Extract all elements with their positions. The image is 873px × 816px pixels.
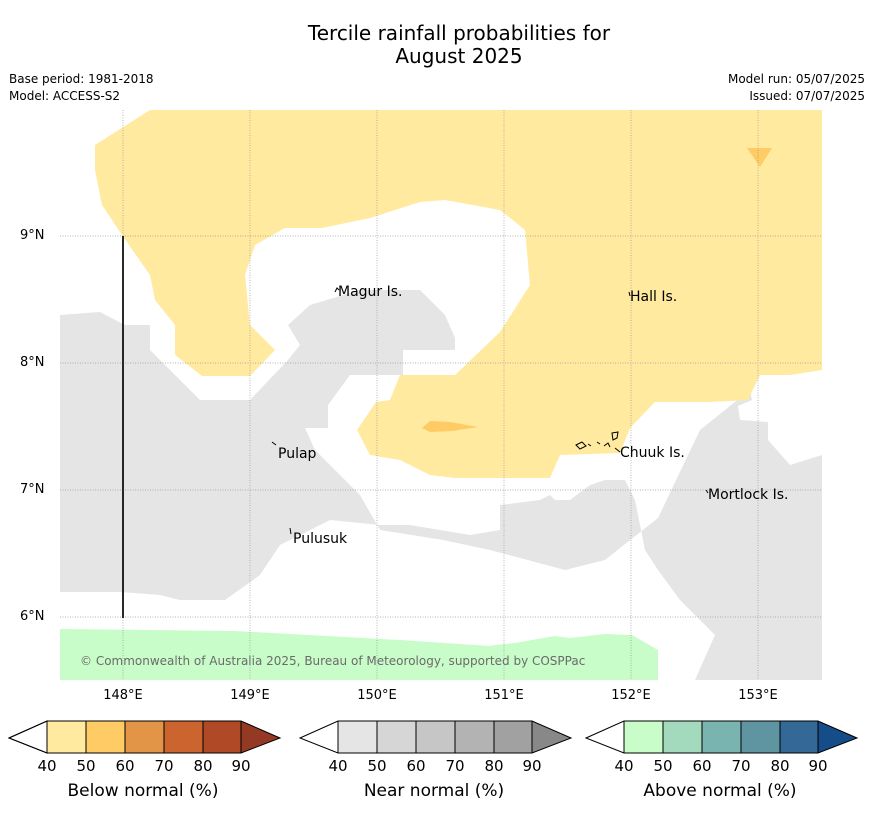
lat-label-8n: 8°N [20, 355, 45, 370]
near-normal-patch-west [102, 423, 132, 432]
above-normal-region [60, 629, 658, 680]
map-title: Tercile rainfall probabilities for Augus… [0, 22, 873, 68]
lon-label-149e: 149°E [230, 688, 270, 703]
colorbar-below [8, 720, 282, 754]
colorbar-above-swatch-1 [624, 721, 663, 753]
lon-label-150e: 150°E [357, 688, 397, 703]
lat-label-9n: 9°N [20, 228, 45, 243]
colorbar-below-tick-90: 90 [231, 757, 251, 775]
place-label-pulap: Pulap [278, 446, 317, 462]
place-label-pulusuk: Pulusuk [293, 531, 348, 547]
colorbar-above-swatch-3 [702, 721, 741, 753]
lat-label-7n: 7°N [20, 482, 45, 497]
colorbar-below-swatch-4 [164, 721, 203, 753]
colorbar-above-swatch-2 [663, 721, 702, 753]
colorbar-below-over [241, 721, 280, 753]
base-period: Base period: 1981-2018 [9, 72, 154, 86]
colorbar-below-swatch-2 [86, 721, 125, 753]
colorbar-above-title: Above normal (%) [643, 781, 797, 801]
colorbar-below-tick-50: 50 [76, 757, 96, 775]
copyright-notice: © Commonwealth of Australia 2025, Bureau… [80, 654, 586, 668]
colorbar-above-tick-60: 60 [692, 757, 712, 775]
island-outlines [271, 287, 709, 535]
colorbar-above-over [818, 721, 857, 753]
colorbar-above-tick-90: 90 [808, 757, 828, 775]
colorbar-below-tick-80: 80 [193, 757, 213, 775]
colorbar-near-tick-40: 40 [328, 757, 348, 775]
place-label-chuuk: Chuuk Is. [620, 445, 685, 461]
colorbar-near [299, 720, 573, 754]
probability-map [60, 110, 822, 680]
colorbar-below-tick-70: 70 [154, 757, 174, 775]
colorbar-near-tick-70: 70 [445, 757, 465, 775]
colorbar-near-tick-60: 60 [406, 757, 426, 775]
colorbar-near-swatch-4 [455, 721, 494, 753]
colorbar-below-swatch-5 [203, 721, 241, 753]
colorbar-below-under [8, 720, 48, 754]
colorbar-below-swatch-3 [125, 721, 164, 753]
colorbar-near-swatch-2 [377, 721, 416, 753]
lon-label-153e: 153°E [738, 688, 778, 703]
colorbar-near-under [300, 721, 338, 753]
title-line-1: Tercile rainfall probabilities for [307, 21, 611, 45]
colorbar-above-tick-50: 50 [653, 757, 673, 775]
place-label-magur: Magur Is. [338, 284, 403, 300]
colorbar-near-tick-50: 50 [367, 757, 387, 775]
model-name: Model: ACCESS-S2 [9, 89, 121, 103]
colorbar-near-swatch-1 [338, 721, 377, 753]
colorbar-near-tick-80: 80 [484, 757, 504, 775]
below-50-patch-north [747, 148, 772, 167]
below-50-patch-central [422, 421, 478, 432]
issued-date: Issued: 07/07/2025 [749, 89, 865, 103]
colorbar-near-swatch-5 [494, 721, 532, 753]
colorbar-above-tick-40: 40 [614, 757, 634, 775]
colorbar-above-tick-70: 70 [731, 757, 751, 775]
colorbar-above-tick-80: 80 [770, 757, 790, 775]
title-line-2: August 2025 [395, 44, 523, 68]
colorbar-near-title: Near normal (%) [363, 781, 505, 801]
colorbar-above-swatch-4 [741, 721, 780, 753]
meta-right: Model run: 05/07/2025 Issued: 07/07/2025 [728, 71, 865, 105]
lat-label-6n: 6°N [20, 609, 45, 624]
place-label-hall: Hall Is. [630, 289, 678, 305]
lon-label-152e: 152°E [611, 688, 651, 703]
colorbar-below-tick-60: 60 [115, 757, 135, 775]
colorbar-near-swatch-3 [416, 721, 455, 753]
map-canvas [60, 110, 822, 680]
lon-label-151e: 151°E [484, 688, 524, 703]
colorbar-near-tick-90: 90 [522, 757, 542, 775]
meta-left: Base period: 1981-2018 Model: ACCESS-S2 [9, 71, 154, 105]
place-label-mortlock: Mortlock Is. [708, 487, 789, 503]
colorbar-below-swatch-1 [47, 721, 86, 753]
colorbar-above [585, 720, 859, 754]
near-normal-region [60, 290, 822, 680]
below-normal-region [95, 110, 822, 478]
model-run: Model run: 05/07/2025 [727, 72, 865, 86]
colorbar-near-over [532, 721, 571, 753]
colorbar-above-swatch-5 [780, 721, 818, 753]
colorbar-below-title: Below normal (%) [67, 781, 219, 801]
colorbar-above-under [586, 721, 624, 753]
colorbar-below-tick-40: 40 [37, 757, 57, 775]
lon-label-148e: 148°E [103, 688, 143, 703]
